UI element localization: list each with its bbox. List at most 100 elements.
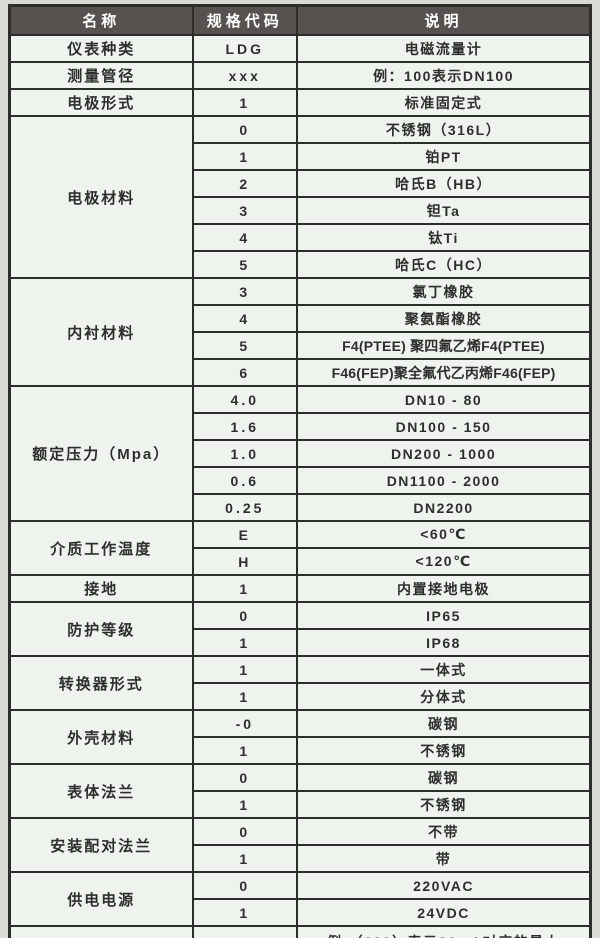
col-header-description: 说明 <box>296 4 592 36</box>
description-cell: 24VDC <box>296 898 592 927</box>
group-name-cell: 内衬材料 <box>8 277 194 387</box>
description-cell: DN100 - 150 <box>296 412 592 441</box>
table-row: 内衬材料 3 氯丁橡胶 <box>8 277 592 387</box>
spec-code-cell: 1 <box>191 736 299 765</box>
spec-code-cell: 3 <box>191 196 299 225</box>
description-cell: 碳钢 <box>296 709 592 738</box>
spec-code-cell: 1 <box>191 790 299 819</box>
col-header-name: 名称 <box>8 4 194 36</box>
spec-code-cell: 0.6 <box>191 466 299 495</box>
spec-code-cell: 1 <box>191 142 299 171</box>
description-cell: 不锈钢（316L） <box>296 115 592 144</box>
table-row: 仪表量程（xxx）例:（200）表示20mA对应的最大流量为200m /h³ <box>8 925 592 938</box>
description-cell: 氯丁橡胶 <box>296 277 592 306</box>
spec-code-cell: 1 <box>191 682 299 711</box>
table-row: 4 聚氨酯橡胶 <box>10 304 592 333</box>
description-cell: 碳钢 <box>296 763 592 792</box>
table-row: 介质工作温度 E <60℃ <box>8 520 592 576</box>
description-cell: F4(PTEE) 聚四氟乙烯F4(PTEE) <box>296 331 592 360</box>
table-body: 仪表种类 LDG 电磁流量计 测量管径 xxx 例：100表示DN100 电极形式 1 标准固定… <box>8 34 592 938</box>
spec-code-cell: E <box>191 520 299 549</box>
description-cell: F46(FEP)聚全氟代乙丙烯F46(FEP) <box>296 358 592 387</box>
description-cell: DN200 - 1000 <box>296 439 592 468</box>
spec-code-cell: 0 <box>191 115 299 144</box>
description-cell: 电磁流量计 <box>296 34 592 63</box>
table-row: 安装配对法兰 0 不带 <box>8 817 592 873</box>
group-name-cell: 防护等级 <box>8 601 194 657</box>
table-row: 接地 1 内置接地电极 <box>8 574 592 603</box>
description-cell: 例:（200）表示20mA对应的最大流量为200m /h³ <box>296 925 592 938</box>
table-row: 电极材料 0 不锈钢（316L） <box>8 115 592 279</box>
table-row: 1 分体式 <box>10 682 592 711</box>
description-cell: 不带 <box>296 817 592 846</box>
description-cell: 聚氨酯橡胶 <box>296 304 592 333</box>
table-row: 2 哈氏B（HB） <box>10 169 592 198</box>
table-row: 1 不锈钢 <box>10 736 592 765</box>
table-row: 3 钽Ta <box>10 196 592 225</box>
spec-code-cell: 0 <box>191 871 299 900</box>
spec-code-cell: 0.25 <box>191 493 299 522</box>
table-row: 1.0 DN200 - 1000 <box>10 439 592 468</box>
table-row: 额定压力（Mpa） 4.0 DN10 - 80 <box>8 385 592 522</box>
spec-code-cell: 0 <box>191 763 299 792</box>
description-cell: 钽Ta <box>296 196 592 225</box>
table-row: 0.25 DN2200 <box>10 493 592 522</box>
spec-code-cell: 5 <box>191 250 299 279</box>
flowmeter-spec-code-table: 名称 规格代码 说明 仪表种类 LDG 电磁流量计 测量管径 xxx 例：100表示DN1… <box>8 4 592 938</box>
spec-code-cell: 6 <box>191 358 299 387</box>
description-cell: 内置接地电极 <box>296 574 592 603</box>
description-cell: 标准固定式 <box>296 88 592 117</box>
group-name-cell: 电极形式 <box>8 88 194 117</box>
description-cell: 不锈钢 <box>296 790 592 819</box>
table-row: 测量管径 xxx 例：100表示DN100 <box>8 61 592 90</box>
table-row: 外壳材料 -0 碳钢 <box>8 709 592 765</box>
spec-code-cell: xxx <box>191 61 299 90</box>
table-row: 1 铂PT <box>10 142 592 171</box>
table-row: 供电电源 0 220VAC <box>8 871 592 927</box>
table-row: 1 不锈钢 <box>10 790 592 819</box>
spec-code-cell: 1.0 <box>191 439 299 468</box>
spec-code-cell: 1.6 <box>191 412 299 441</box>
description-cell: 钛Ti <box>296 223 592 252</box>
spec-code-cell: 2 <box>191 169 299 198</box>
table-row: 电极形式 1 标准固定式 <box>8 88 592 117</box>
table-row: 4 钛Ti <box>10 223 592 252</box>
group-name-cell: 测量管径 <box>8 61 194 90</box>
spec-code-cell: 1 <box>191 898 299 927</box>
spec-code-cell: 1 <box>191 655 299 684</box>
table-row: 防护等级 0 IP65 <box>8 601 592 657</box>
description-cell: 一体式 <box>296 655 592 684</box>
table-row: 表体法兰 0 碳钢 <box>8 763 592 819</box>
spec-code-cell: 4 <box>191 223 299 252</box>
table-row: 1 IP68 <box>10 628 592 657</box>
table-row: 1 24VDC <box>10 898 592 927</box>
spec-code-cell: 1 <box>191 844 299 873</box>
table-row: 仪表种类 LDG 电磁流量计 <box>8 34 592 63</box>
description-cell: 例：100表示DN100 <box>296 61 592 90</box>
description-cell: 哈氏B（HB） <box>296 169 592 198</box>
table-row: H <120℃ <box>10 547 592 576</box>
spec-code-cell: 0 <box>191 817 299 846</box>
group-name-cell: 安装配对法兰 <box>8 817 194 873</box>
spec-code-cell: 4 <box>191 304 299 333</box>
group-name-cell: 仪表量程 <box>8 925 194 938</box>
spec-code-cell: （xxx） <box>191 925 299 938</box>
description-cell: IP65 <box>296 601 592 630</box>
table-row: 0.6 DN1100 - 2000 <box>10 466 592 495</box>
spec-code-cell: 4.0 <box>191 385 299 414</box>
description-cell: <120℃ <box>296 547 592 576</box>
spec-code-cell: LDG <box>191 34 299 63</box>
table-row: 转换器形式 1 一体式 <box>8 655 592 711</box>
spec-code-cell: 5 <box>191 331 299 360</box>
col-header-code: 规格代码 <box>191 4 299 36</box>
spec-code-cell: H <box>191 547 299 576</box>
header-row: 名称 规格代码 说明 <box>8 4 592 36</box>
description-cell: IP68 <box>296 628 592 657</box>
group-name-cell: 电极材料 <box>8 115 194 279</box>
description-cell: <60℃ <box>296 520 592 549</box>
spec-code-cell: 0 <box>191 601 299 630</box>
group-name-cell: 介质工作温度 <box>8 520 194 576</box>
spec-code-cell: 1 <box>191 628 299 657</box>
